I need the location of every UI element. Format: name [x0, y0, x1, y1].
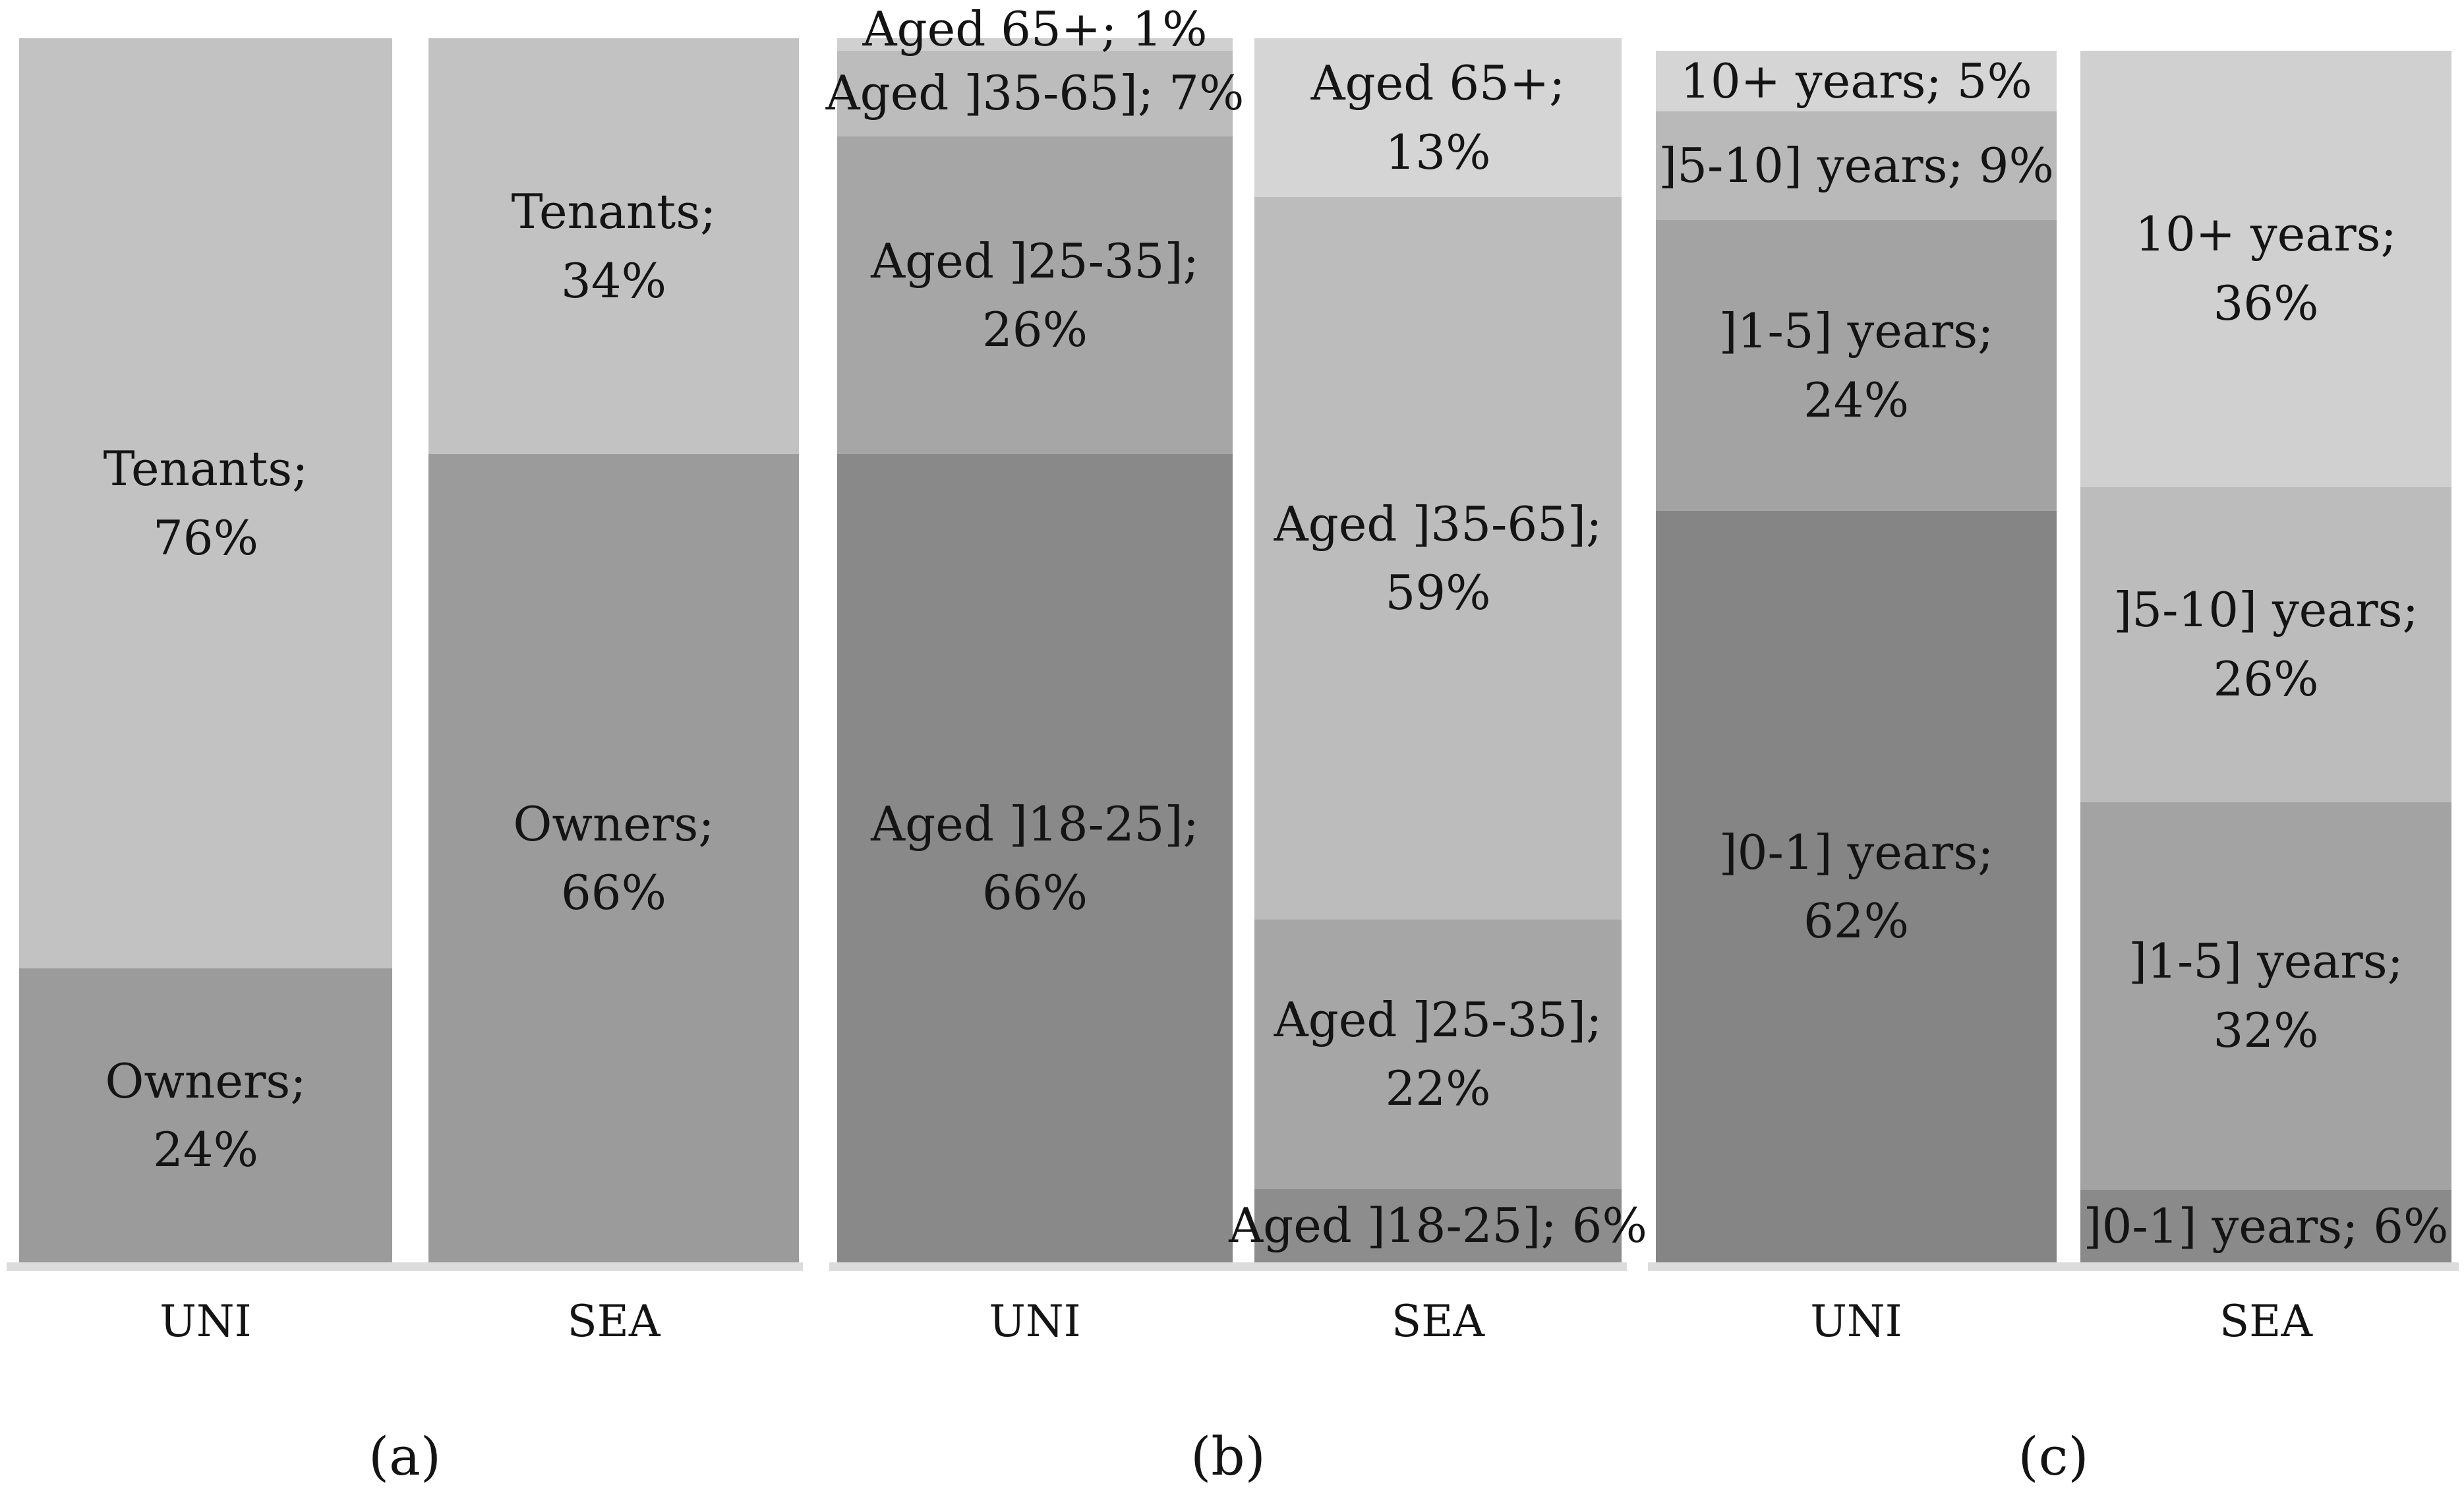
segment-label: Owners; 24%	[105, 1053, 307, 1178]
segment-label: Aged 65+; 13%	[1310, 55, 1566, 180]
bar-b-uni: Aged 65+; 1% Aged ]35-65]; 7% Aged ]25-35]…	[826, 5, 1244, 1262]
bar-segment: Owners; 66%	[428, 454, 799, 1262]
x-axis-label-uni: UNI	[160, 1295, 252, 1347]
x-axis-label-uni: UNI	[989, 1295, 1081, 1347]
x-axis-label-sea: SEA	[1391, 1295, 1485, 1347]
segment-label: Aged ]35-65]; 7%	[825, 65, 1245, 121]
segment-label: ]5-10] years; 9%	[1658, 138, 2054, 194]
bar-segment: ]5-10] years; 9%	[1656, 111, 2057, 221]
segment-label: Tenants; 76%	[103, 441, 308, 566]
bar-segment: Aged ]35-65]; 59%	[1254, 197, 1622, 920]
segment-label: Tenants; 34%	[511, 184, 717, 309]
segment-label: Aged ]18-25]; 6%	[1229, 1198, 1647, 1254]
bar-segment: Aged ]18-25]; 66%	[837, 454, 1233, 1262]
segment-label: Aged ]35-65]; 59%	[1274, 496, 1602, 621]
bar-segment: ]5-10] years; 26%	[2080, 486, 2451, 802]
bar-segment: ]1-5] years; 32%	[2080, 802, 2451, 1190]
bar-segment: ]0-1] years; 62%	[1656, 511, 2057, 1262]
bar-segment: Aged ]25-35]; 26%	[837, 136, 1233, 455]
bar-segment	[837, 38, 1233, 51]
segment-label: Aged ]25-35]; 22%	[1274, 991, 1602, 1117]
bar-c-uni: 10+ years; 5% ]5-10] years; 9% ]1-5] years…	[1656, 51, 2057, 1262]
bar-segment: Tenants; 34%	[428, 38, 799, 455]
segment-label: ]1-5] years; 32%	[2128, 933, 2403, 1058]
segment-label: Owners; 66%	[513, 796, 715, 921]
bar-segment: ]0-1] years; 6%	[2080, 1189, 2451, 1262]
segment-label: 10+ years; 36%	[2135, 206, 2397, 331]
bar-b-sea: Aged 65+; 13% Aged ]35-65]; 59% Aged ]25-35]…	[1229, 38, 1647, 1262]
bar-segment: Tenants; 76%	[19, 38, 392, 969]
x-axis-label-sea: SEA	[567, 1295, 660, 1347]
segment-label: ]0-1] years; 62%	[1718, 824, 1994, 949]
segment-label: ]0-1] years; 6%	[2083, 1198, 2449, 1254]
bar-c-sea: 10+ years; 36% ]5-10] years; 26% ]1-5] years…	[2080, 51, 2451, 1262]
bar-segment: Owners; 24%	[19, 968, 392, 1262]
bar-segment: Aged 65+; 13%	[1254, 38, 1622, 198]
segment-label: Aged ]25-35]; 26%	[871, 233, 1199, 357]
x-axis-label-uni: UNI	[1810, 1295, 1902, 1347]
bar-segment: Aged ]18-25]; 6%	[1229, 1189, 1647, 1262]
segment-label-above: Aged 65+; 1%	[862, 1, 1208, 57]
bar-segment: 10+ years; 5%	[1656, 51, 2057, 111]
bar-a-sea: Tenants; 34% Owners; 66%	[428, 38, 799, 1262]
bar-a-uni: Tenants; 76% Owners; 24%	[19, 38, 392, 1262]
x-axis-line	[7, 1262, 803, 1271]
panel-caption-b: (b)	[1190, 1425, 1266, 1487]
x-axis-line	[1648, 1262, 2459, 1271]
bar-segment: Aged ]25-35]; 22%	[1254, 920, 1622, 1189]
x-axis-line	[829, 1262, 1627, 1271]
panel-caption-c: (c)	[2018, 1425, 2089, 1487]
panel-caption-a: (a)	[368, 1425, 442, 1487]
segment-label: Aged ]18-25]; 66%	[871, 796, 1199, 921]
segment-label: ]5-10] years; 26%	[2113, 582, 2419, 707]
x-axis-label-sea: SEA	[2219, 1295, 2313, 1347]
bar-segment: ]1-5] years; 24%	[1656, 220, 2057, 512]
bar-segment: Aged ]35-65]; 7%	[826, 50, 1244, 136]
bar-segment: 10+ years; 36%	[2080, 51, 2451, 487]
segment-label: ]1-5] years; 24%	[1718, 303, 1994, 428]
segment-label: 10+ years; 5%	[1680, 53, 2032, 109]
